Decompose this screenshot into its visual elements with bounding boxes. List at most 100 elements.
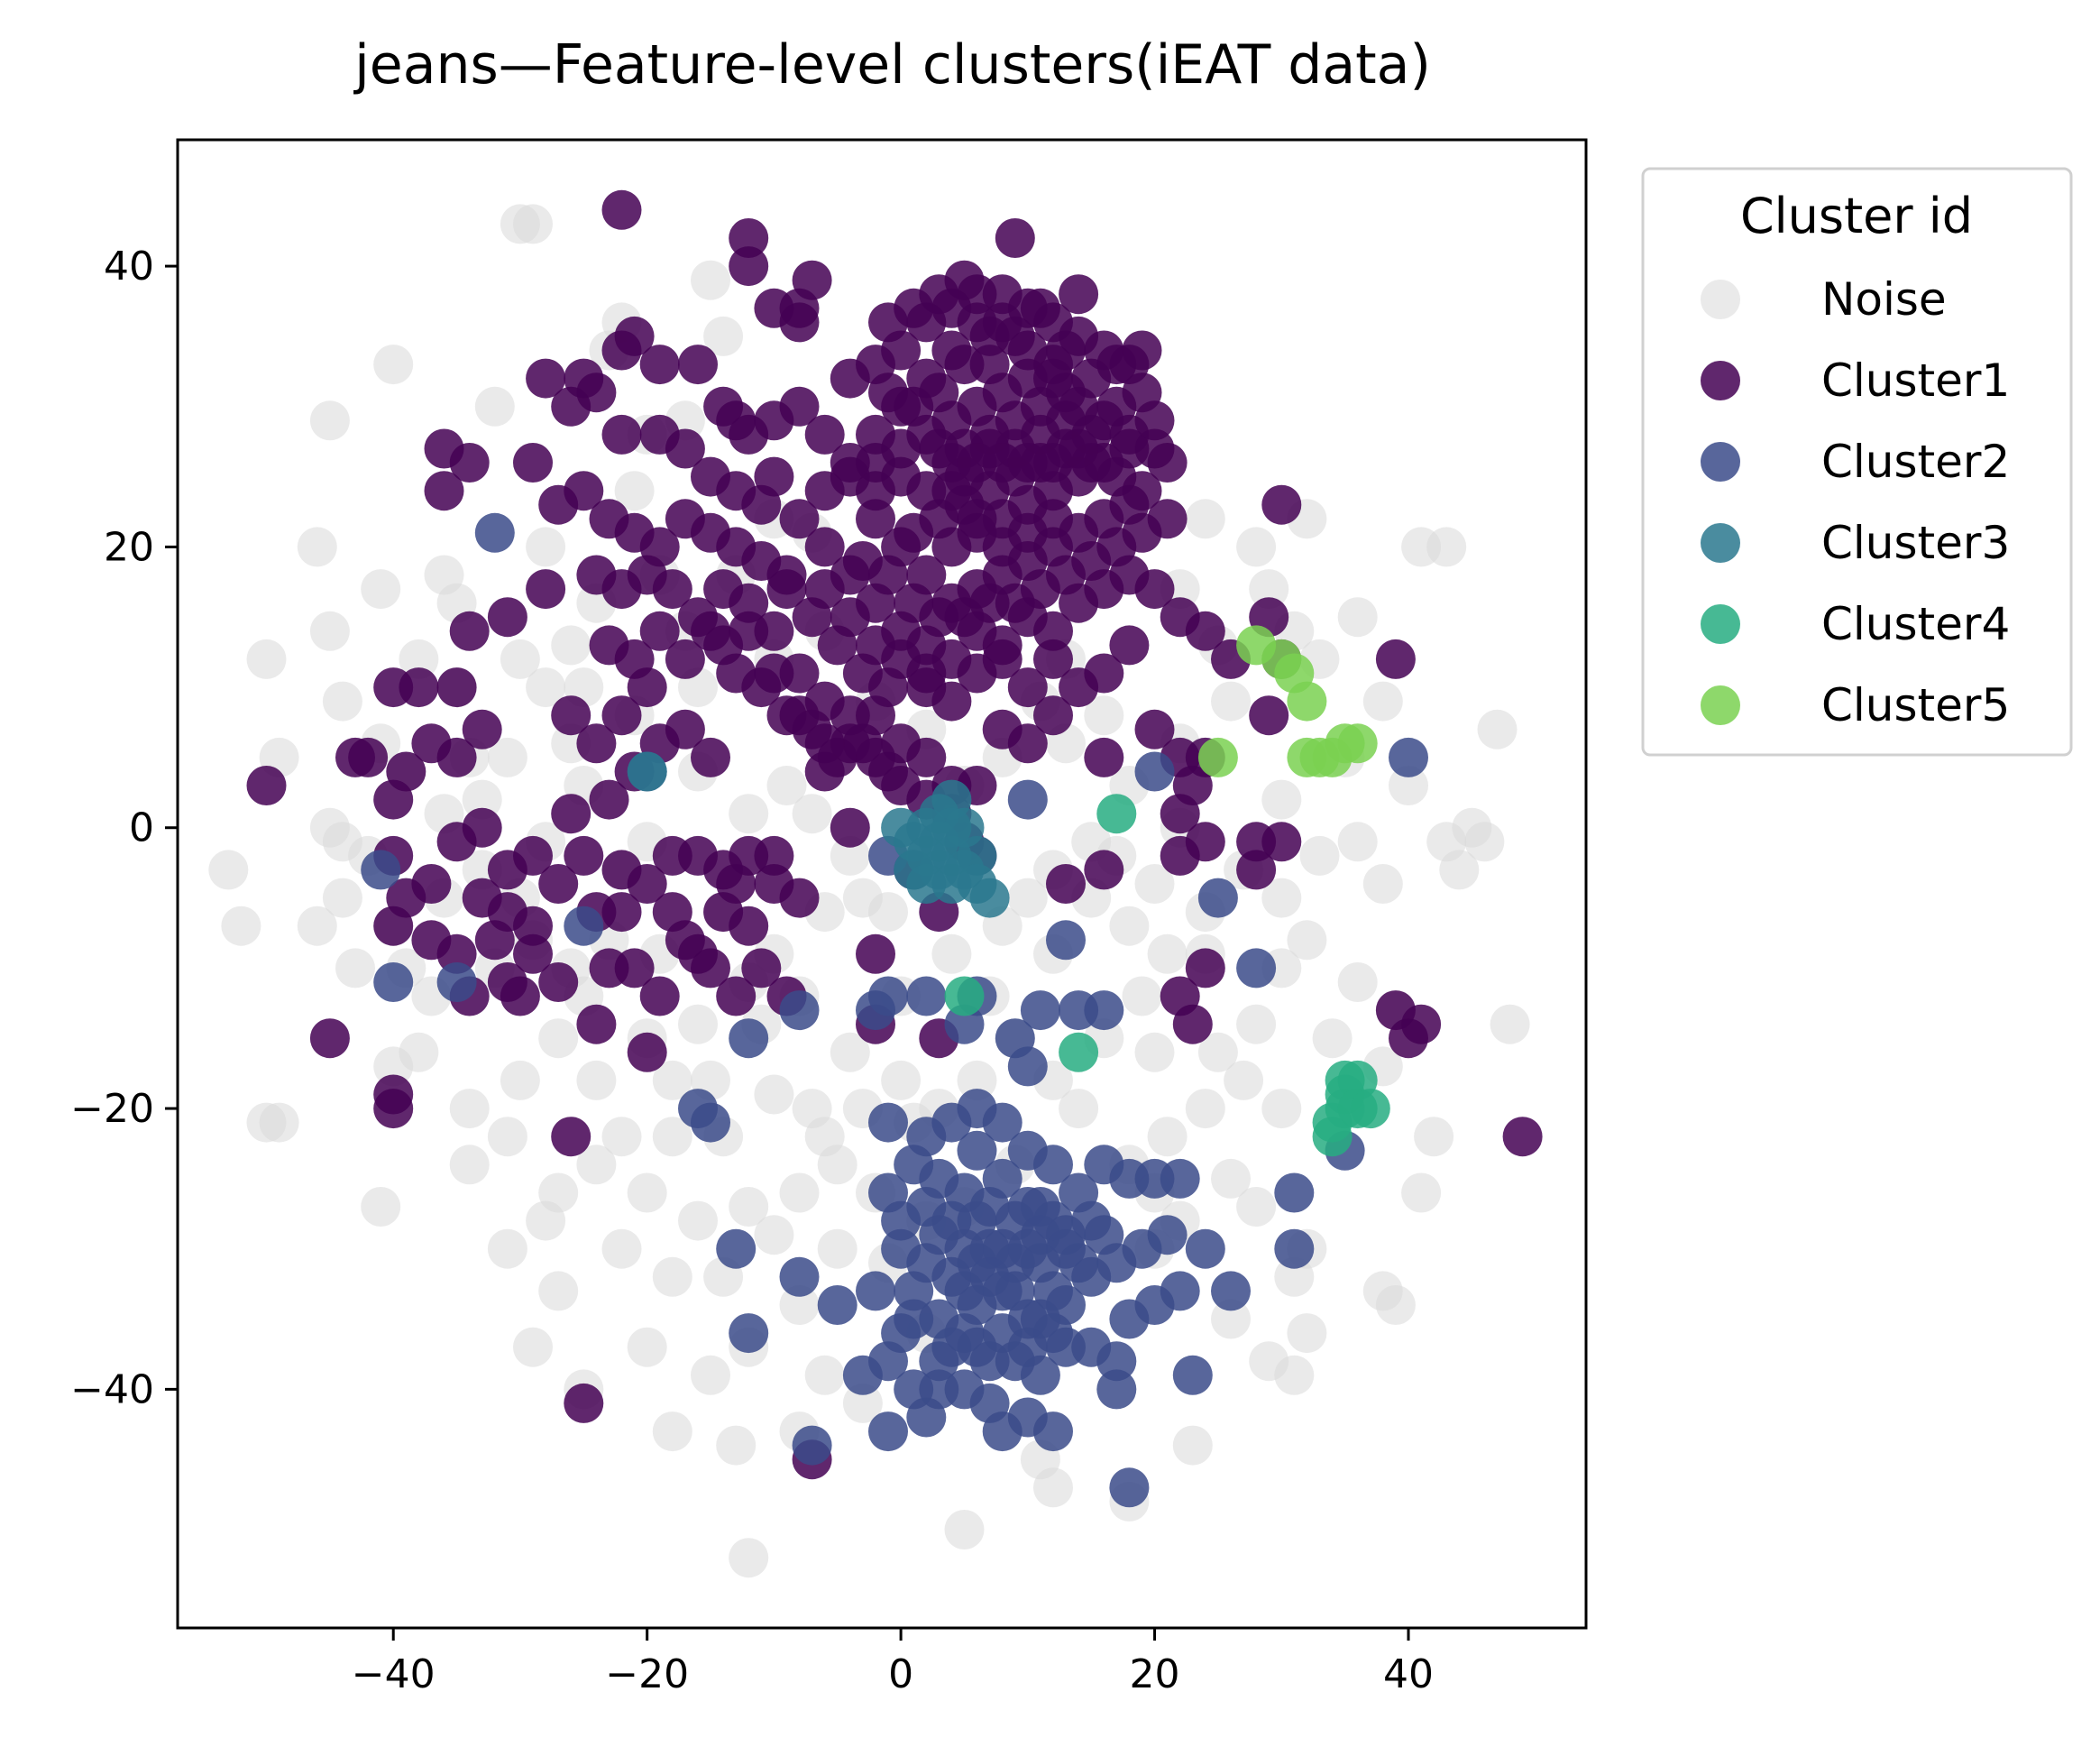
legend-marker-cluster3 xyxy=(1701,523,1740,563)
plot-frame xyxy=(176,138,1588,1630)
point-cluster1-260 xyxy=(969,345,1010,385)
point-cluster1-263 xyxy=(868,372,908,413)
point-noise-92 xyxy=(1147,1117,1188,1157)
point-cluster2-47 xyxy=(1160,1271,1200,1311)
point-cluster5-9 xyxy=(1337,723,1378,764)
point-cluster1-27 xyxy=(449,443,490,483)
point-cluster1-74 xyxy=(513,906,553,946)
point-cluster3-17 xyxy=(969,878,1010,918)
point-cluster2-7 xyxy=(779,990,820,1031)
point-cluster1-340 xyxy=(804,723,845,764)
point-cluster1-164 xyxy=(1261,822,1302,862)
point-cluster2-73 xyxy=(1274,1172,1315,1213)
y-tick-label: 20 xyxy=(104,524,154,570)
point-noise-19 xyxy=(361,569,401,610)
point-cluster1-20 xyxy=(665,428,705,469)
point-noise-59 xyxy=(627,1327,667,1367)
plot-area xyxy=(208,189,1543,1578)
point-cluster1-122 xyxy=(856,933,895,974)
point-noise-11 xyxy=(322,878,362,918)
point-noise-149 xyxy=(601,1117,642,1157)
point-noise-120 xyxy=(1299,835,1340,876)
point-noise-42 xyxy=(576,1060,617,1100)
point-cluster2-24 xyxy=(817,1285,857,1325)
point-cluster1-163 xyxy=(1236,850,1277,890)
point-cluster3-18 xyxy=(931,864,972,904)
point-cluster2-121 xyxy=(982,1158,1022,1199)
point-noise-50 xyxy=(627,1172,667,1213)
point-cluster1-185 xyxy=(982,639,1022,679)
point-cluster2-2 xyxy=(361,850,401,890)
point-cluster1-18 xyxy=(601,414,642,455)
point-cluster2-17 xyxy=(944,1004,985,1044)
point-cluster1-168 xyxy=(1261,484,1302,525)
point-noise-134 xyxy=(1236,527,1277,567)
point-noise-131 xyxy=(1337,597,1378,638)
point-cluster1-339 xyxy=(779,695,820,736)
point-noise-40 xyxy=(678,1004,718,1044)
point-noise-3 xyxy=(373,345,414,385)
point-cluster1-113 xyxy=(589,948,629,988)
point-noise-96 xyxy=(1059,1089,1099,1129)
point-cluster1-174 xyxy=(1185,948,1225,988)
point-noise-90 xyxy=(1224,1060,1264,1100)
point-cluster1-11 xyxy=(614,316,655,356)
point-cluster1-115 xyxy=(627,1032,667,1072)
point-cluster2-120 xyxy=(957,1200,997,1241)
point-noise-206 xyxy=(1312,1018,1353,1059)
point-cluster1-208 xyxy=(1059,274,1099,315)
point-cluster2-21 xyxy=(716,1228,757,1269)
legend-label-cluster2: Cluster2 xyxy=(1821,436,2010,488)
point-noise-166 xyxy=(703,316,744,356)
point-cluster1-103 xyxy=(373,1089,414,1129)
point-cluster2-64 xyxy=(982,1102,1022,1143)
point-noise-192 xyxy=(1007,878,1048,918)
point-noise-108 xyxy=(779,1172,820,1213)
point-noise-136 xyxy=(1185,499,1225,539)
x-tick-label: −40 xyxy=(352,1651,436,1697)
point-noise-139 xyxy=(1211,681,1251,722)
point-noise-111 xyxy=(931,933,972,974)
legend-label-cluster4: Cluster4 xyxy=(1821,598,2010,650)
legend-label-noise: Noise xyxy=(1821,273,1947,326)
point-cluster2-71 xyxy=(1160,1158,1200,1199)
point-noise-170 xyxy=(614,471,655,511)
point-noise-211 xyxy=(754,1074,794,1115)
point-noise-152 xyxy=(1134,1032,1175,1072)
point-noise-17 xyxy=(361,1187,401,1227)
point-cluster1-75 xyxy=(513,933,553,974)
point-cluster1-96 xyxy=(691,737,730,777)
point-cluster1-300 xyxy=(931,471,972,511)
point-cluster2-81 xyxy=(1197,878,1238,918)
point-noise-82 xyxy=(1375,1285,1416,1325)
x-tick-label: 20 xyxy=(1130,1651,1180,1697)
point-cluster1-129 xyxy=(804,751,845,792)
point-cluster2-16 xyxy=(995,1018,1035,1059)
x-tick-label: 0 xyxy=(888,1651,913,1697)
legend-label-cluster1: Cluster1 xyxy=(1821,354,2010,407)
point-noise-122 xyxy=(1362,864,1403,904)
point-cluster1-258 xyxy=(1046,330,1086,371)
point-noise-58 xyxy=(538,1271,579,1311)
point-noise-24 xyxy=(526,667,566,708)
point-cluster1-257 xyxy=(1020,288,1060,328)
series-cluster5 xyxy=(1197,625,1378,777)
point-noise-32 xyxy=(729,794,769,834)
point-cluster2-29 xyxy=(868,1411,908,1452)
point-cluster2-25 xyxy=(856,1271,895,1311)
point-noise-133 xyxy=(1249,569,1289,610)
y-tick-label: −40 xyxy=(70,1366,154,1412)
point-noise-148 xyxy=(652,1060,692,1100)
point-noise-223 xyxy=(792,1089,832,1129)
point-noise-154 xyxy=(1122,976,1162,1016)
point-noise-209 xyxy=(1236,1187,1277,1227)
point-noise-157 xyxy=(399,1032,439,1072)
point-cluster1-48 xyxy=(665,639,705,679)
point-cluster1-307 xyxy=(766,555,807,595)
point-cluster1-82 xyxy=(627,864,667,904)
point-noise-22 xyxy=(399,639,439,679)
point-cluster1-306 xyxy=(754,400,794,441)
point-cluster2-28 xyxy=(842,1355,883,1395)
point-cluster1-273 xyxy=(1147,443,1188,483)
point-cluster1-325 xyxy=(906,653,947,694)
